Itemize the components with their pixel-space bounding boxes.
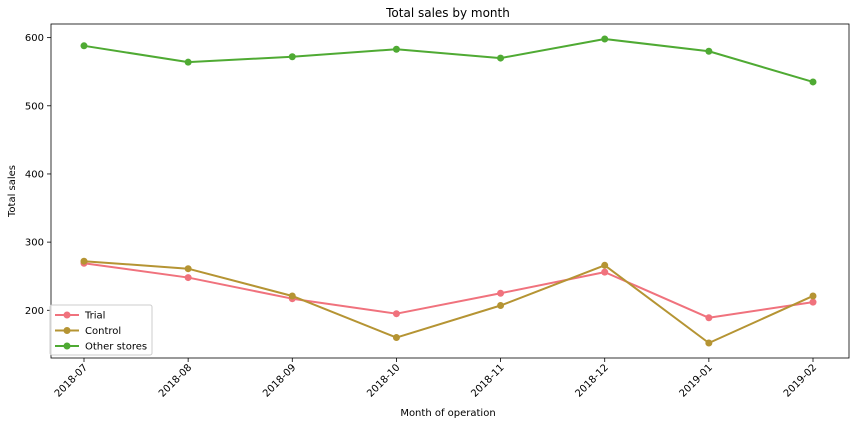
data-point: [497, 289, 505, 297]
legend: Trial Control Other stores: [49, 304, 153, 356]
y-tick-label: 300: [25, 238, 44, 249]
data-point: [601, 35, 609, 43]
legend-box: [49, 304, 153, 356]
legend-label: Control: [85, 326, 121, 337]
data-point: [809, 292, 817, 300]
chart-title: Total sales by month: [385, 6, 510, 20]
data-point: [392, 45, 400, 53]
data-point: [705, 47, 713, 55]
series-layer: [80, 35, 817, 347]
data-point: [497, 54, 505, 62]
data-point: [497, 302, 505, 310]
data-point: [184, 274, 192, 282]
legend-label: Trial: [84, 311, 105, 322]
x-tick-label: 2018-11: [469, 362, 506, 399]
x-tick-label: 2019-02: [782, 362, 819, 399]
series-line: [83, 260, 814, 345]
data-point: [705, 339, 713, 347]
legend-item: Control: [55, 326, 121, 337]
data-point: [288, 53, 296, 61]
legend-swatch-marker: [63, 311, 71, 319]
legend-item: Other stores: [55, 342, 147, 353]
data-point: [184, 58, 192, 66]
y-axis: 200 300 400 500 600: [25, 33, 51, 317]
series-line: [83, 37, 814, 83]
y-tick-label: 600: [25, 33, 44, 44]
data-point: [80, 257, 88, 265]
series-line: [83, 262, 814, 319]
data-point: [705, 314, 713, 322]
data-point: [392, 310, 400, 318]
x-tick-label: 2018-10: [365, 362, 402, 399]
plot-area: [50, 23, 850, 359]
y-tick-label: 400: [25, 169, 44, 180]
legend-swatch-marker: [63, 327, 71, 334]
x-tick-label: 2018-12: [574, 362, 611, 399]
series-control: [80, 257, 817, 347]
data-point: [184, 265, 192, 273]
y-tick-label: 200: [25, 306, 44, 317]
legend-item: Trial: [55, 311, 105, 322]
data-point: [392, 334, 400, 342]
series-other-stores: [80, 35, 817, 86]
x-axis-label: Month of operation: [400, 408, 495, 419]
x-tick-label: 2019-01: [678, 362, 715, 399]
data-point: [809, 78, 817, 86]
data-point: [601, 261, 609, 269]
x-tick-label: 2018-09: [261, 362, 298, 399]
x-tick-label: 2018-07: [53, 362, 90, 399]
data-point: [80, 42, 88, 50]
x-tick-label: 2018-08: [157, 362, 194, 399]
legend-label: Other stores: [85, 342, 147, 353]
y-tick-label: 500: [25, 101, 44, 112]
data-point: [809, 298, 817, 306]
data-point: [288, 292, 296, 300]
y-axis-label: Total sales: [7, 165, 18, 218]
legend-swatch-marker: [63, 342, 71, 350]
x-axis: 2018-07 2018-08 2018-09 2018-10 2018-11 2018-…: [53, 358, 819, 400]
data-point: [601, 268, 609, 276]
